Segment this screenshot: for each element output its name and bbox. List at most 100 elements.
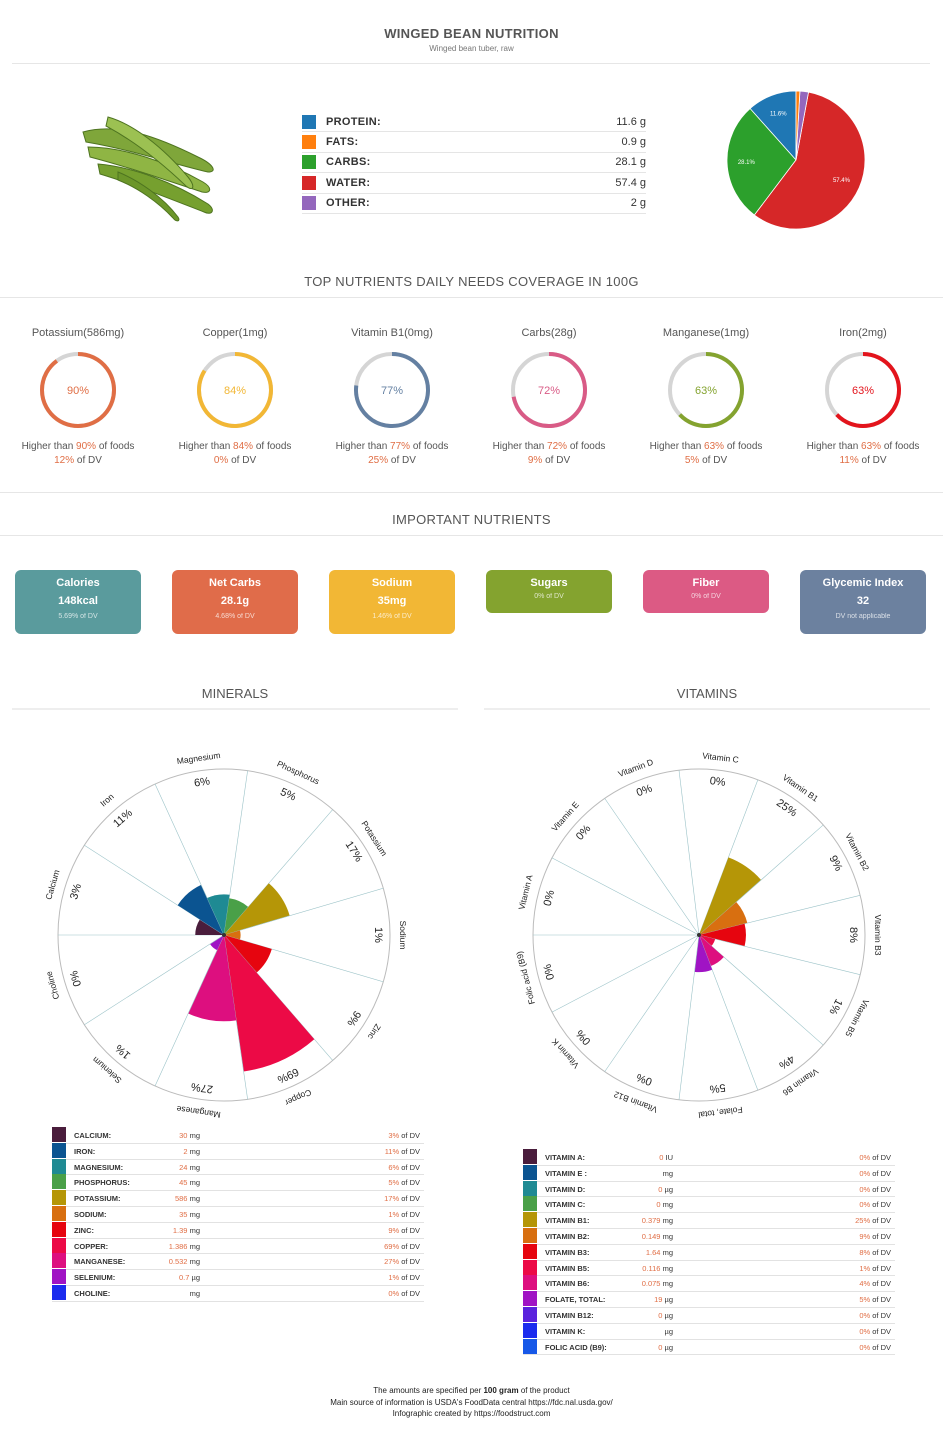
polar-wedge bbox=[699, 857, 762, 935]
nutrient-dv: 0% of DV bbox=[859, 1184, 891, 1194]
polar-value-label: 0% bbox=[542, 963, 558, 982]
card-value: 32 bbox=[856, 595, 870, 607]
gauge-percent: 84% bbox=[224, 385, 246, 397]
polar-value-label: 5% bbox=[278, 786, 298, 804]
nutrient-dv: 69% of DV bbox=[384, 1241, 420, 1251]
nutrient-amount: 0.532 mg bbox=[168, 1257, 200, 1267]
nutrient-row: IRON: 2 mg 11% of DV bbox=[52, 1142, 424, 1160]
gauge-arc bbox=[197, 352, 273, 428]
macro-name: PROTEIN: bbox=[316, 112, 566, 133]
card-title: Sugars bbox=[530, 577, 568, 589]
polar-gridline bbox=[678, 770, 700, 936]
polar-value-label: 0% bbox=[542, 889, 558, 908]
card-sodium: Sodium 35mg 1.46% of DV bbox=[329, 570, 455, 634]
card-glycemic-index: Glycemic Index 32 DV not applicable bbox=[800, 570, 926, 634]
swatch bbox=[52, 1158, 66, 1174]
card-title: Fiber bbox=[692, 577, 720, 589]
polar-center bbox=[697, 933, 701, 937]
gauge-iron: Iron(2mg) 63% Higher than 63% of foods 1… bbox=[788, 327, 938, 466]
gauge-carbs: Carbs(28g) 72% Higher than 72% of foods … bbox=[474, 327, 624, 466]
gauge-rank: Higher than 77% of foods bbox=[335, 441, 449, 452]
polar-value-label: 3% bbox=[68, 882, 84, 901]
nutrient-row: VITAMIN B6: 0.075 mg 4% of DV bbox=[523, 1275, 895, 1293]
polar-category-label: Vitamin D bbox=[617, 757, 655, 779]
swatch bbox=[302, 114, 316, 129]
card-value: 28.1g bbox=[220, 595, 250, 607]
polar-gridline bbox=[154, 783, 225, 936]
gauge-dv: 11% of DV bbox=[839, 455, 887, 466]
polar-category-label: Vitamin B2 bbox=[843, 831, 871, 872]
polar-value-label: 1% bbox=[826, 997, 844, 1017]
coverage-section-title: TOP NUTRIENTS DAILY NEEDS COVERAGE IN 10… bbox=[304, 274, 639, 289]
polar-value-label: 5% bbox=[709, 1081, 726, 1095]
page-title: WINGED BEAN NUTRITION bbox=[384, 26, 559, 41]
macro-name: WATER: bbox=[316, 172, 566, 194]
gauge-arc bbox=[40, 352, 116, 428]
nutrient-name: SODIUM: bbox=[74, 1210, 107, 1219]
polar-category-label: Folic acid (B9) bbox=[514, 950, 537, 1005]
nutrient-dv: 11% of DV bbox=[384, 1146, 420, 1156]
macro-value: 11.6 g bbox=[566, 112, 646, 133]
pie-slice bbox=[753, 91, 866, 230]
gauge-rank: Higher than 63% of foods bbox=[806, 441, 920, 452]
gauge-ring: 77% bbox=[354, 352, 430, 428]
nutrient-dv: 9% of DV bbox=[859, 1232, 891, 1241]
macro-value: 57.4 g bbox=[566, 172, 646, 194]
footer-line-1: The amounts are specified per 100 gram o… bbox=[373, 1386, 570, 1395]
gauge-manganese: Manganese(1mg) 63% Higher than 63% of fo… bbox=[631, 327, 781, 466]
macro-pie-chart: 11.6% 28.1% 57.4% bbox=[726, 90, 866, 235]
nutrient-row: COPPER: 1.386 mg 69% of DV bbox=[52, 1237, 424, 1255]
nutrient-amount: 1.386 mg bbox=[168, 1241, 200, 1251]
pie-label: 57.4% bbox=[833, 178, 851, 184]
nutrient-amount: 0 µg bbox=[658, 1342, 673, 1352]
polar-gridline bbox=[154, 934, 225, 1087]
nutrient-dv: 17% of DV bbox=[384, 1194, 420, 1204]
polar-category-label: Vitamin E bbox=[549, 799, 581, 833]
polar-gridline bbox=[551, 857, 700, 936]
polar-category-label: Vitamin B1 bbox=[781, 772, 821, 804]
swatch bbox=[523, 1291, 537, 1307]
nutrient-name: IRON: bbox=[74, 1146, 96, 1156]
important-section-title: IMPORTANT NUTRIENTS bbox=[392, 512, 551, 527]
nutrient-amount: 0.379 mg bbox=[641, 1216, 673, 1226]
gauge-dv: 5% of DV bbox=[684, 455, 728, 466]
card-title: Sodium bbox=[371, 577, 413, 589]
page-subtitle: Winged bean tuber, raw bbox=[429, 44, 514, 53]
nutrient-dv: 4% of DV bbox=[859, 1279, 891, 1289]
polar-value-label: 6% bbox=[193, 775, 211, 789]
polar-gridline bbox=[223, 770, 248, 936]
nutrient-name: VITAMIN C: bbox=[545, 1200, 586, 1210]
nutrient-amount: 0 µg bbox=[658, 1184, 673, 1194]
gauge-percent: 63% bbox=[695, 385, 717, 397]
swatch bbox=[52, 1221, 66, 1237]
nutrient-row: VITAMIN A: 0 IU 0% of DV bbox=[523, 1149, 895, 1166]
polar-wedge bbox=[210, 935, 224, 951]
nutrient-row: CHOLINE: mg 0% of DV bbox=[52, 1285, 424, 1302]
nutrient-name: ZINC: bbox=[74, 1225, 94, 1235]
card-title: Glycemic Index bbox=[822, 577, 904, 589]
divider bbox=[0, 297, 943, 298]
polar-category-label: Vitamin B6 bbox=[781, 1066, 821, 1098]
card-value: 148kcal bbox=[58, 595, 98, 607]
polar-category-label: Copper bbox=[283, 1087, 313, 1108]
polar-gridline bbox=[223, 887, 384, 936]
nutrient-dv: 6% of DV bbox=[388, 1162, 420, 1172]
macro-row-protein: PROTEIN: 11.6 g bbox=[302, 112, 646, 133]
card-sub: DV not applicable bbox=[835, 613, 891, 620]
polar-gridline bbox=[223, 934, 384, 983]
polar-gridline bbox=[698, 824, 824, 936]
vitamins-section-title: VITAMINS bbox=[676, 686, 738, 701]
gauge-rank: Higher than 90% of foods bbox=[21, 441, 135, 452]
polar-wedge bbox=[177, 884, 224, 935]
polar-wedge bbox=[699, 923, 746, 947]
polar-value-label: 9% bbox=[826, 854, 844, 874]
macro-row-other: OTHER: 2 g bbox=[302, 193, 646, 214]
nutrient-dv: 9% of DV bbox=[388, 1225, 420, 1235]
card-value: 35mg bbox=[377, 595, 407, 607]
polar-category-label: Choline bbox=[44, 970, 62, 1001]
nutrient-dv: 5% of DV bbox=[388, 1178, 420, 1188]
nutrient-name: VITAMIN D: bbox=[545, 1184, 586, 1194]
gauge-label: Carbs(28g) bbox=[521, 327, 577, 339]
footer-line-3: Infographic created by https://foodstruc… bbox=[392, 1409, 551, 1418]
gauge-label: Manganese(1mg) bbox=[662, 327, 750, 339]
